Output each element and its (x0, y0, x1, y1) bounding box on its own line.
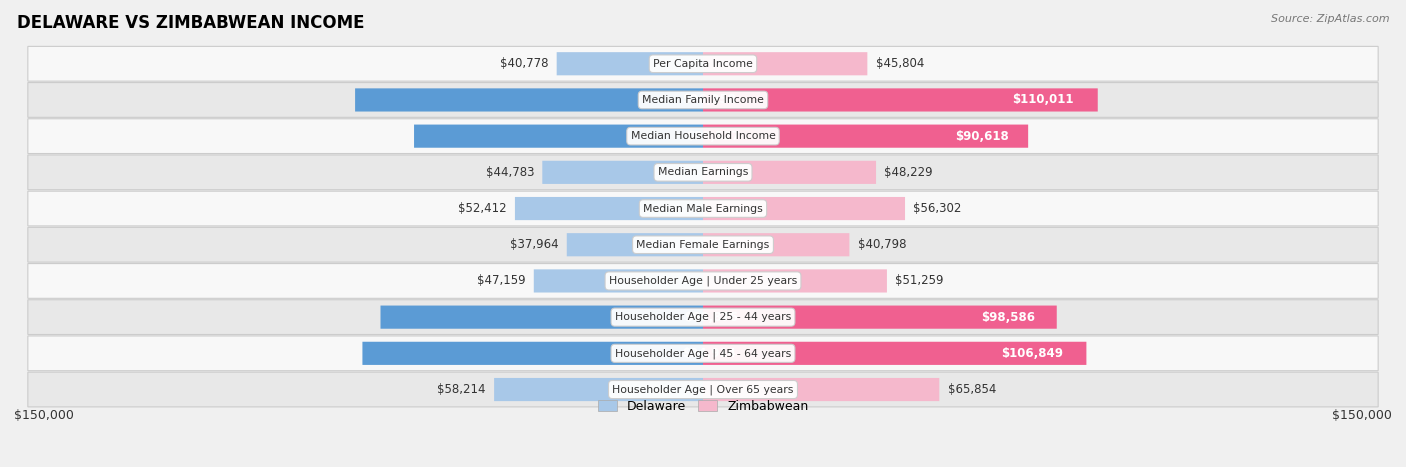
Legend: Delaware, Zimbabwean: Delaware, Zimbabwean (593, 395, 813, 418)
Text: $44,783: $44,783 (485, 166, 534, 179)
Text: $110,011: $110,011 (1012, 93, 1074, 106)
FancyBboxPatch shape (28, 155, 1378, 190)
Text: $65,854: $65,854 (948, 383, 995, 396)
FancyBboxPatch shape (703, 233, 849, 256)
Text: $48,229: $48,229 (884, 166, 934, 179)
Text: $37,964: $37,964 (510, 238, 558, 251)
Text: $150,000: $150,000 (14, 409, 75, 422)
FancyBboxPatch shape (28, 227, 1378, 262)
FancyBboxPatch shape (567, 233, 703, 256)
Text: Source: ZipAtlas.com: Source: ZipAtlas.com (1271, 14, 1389, 24)
FancyBboxPatch shape (557, 52, 703, 75)
Text: $51,259: $51,259 (896, 275, 943, 287)
FancyBboxPatch shape (356, 88, 703, 112)
Text: Median Male Earnings: Median Male Earnings (643, 204, 763, 213)
FancyBboxPatch shape (703, 161, 876, 184)
FancyBboxPatch shape (703, 197, 905, 220)
Text: Householder Age | Over 65 years: Householder Age | Over 65 years (612, 384, 794, 395)
FancyBboxPatch shape (515, 197, 703, 220)
FancyBboxPatch shape (703, 378, 939, 401)
Text: Per Capita Income: Per Capita Income (652, 59, 754, 69)
FancyBboxPatch shape (543, 161, 703, 184)
Text: $40,778: $40,778 (501, 57, 548, 70)
Text: $94,914: $94,914 (682, 347, 737, 360)
Text: Median Female Earnings: Median Female Earnings (637, 240, 769, 250)
Text: $98,586: $98,586 (981, 311, 1036, 324)
Text: $52,412: $52,412 (458, 202, 506, 215)
Text: $150,000: $150,000 (1331, 409, 1392, 422)
Text: $106,849: $106,849 (1001, 347, 1063, 360)
Text: $58,214: $58,214 (437, 383, 486, 396)
Text: Median Family Income: Median Family Income (643, 95, 763, 105)
FancyBboxPatch shape (28, 83, 1378, 117)
FancyBboxPatch shape (413, 125, 703, 148)
FancyBboxPatch shape (381, 305, 703, 329)
Text: $80,527: $80,527 (686, 130, 740, 142)
FancyBboxPatch shape (28, 46, 1378, 81)
Text: $56,302: $56,302 (914, 202, 962, 215)
FancyBboxPatch shape (703, 88, 1098, 112)
FancyBboxPatch shape (28, 300, 1378, 334)
FancyBboxPatch shape (703, 52, 868, 75)
Text: Householder Age | 45 - 64 years: Householder Age | 45 - 64 years (614, 348, 792, 359)
FancyBboxPatch shape (28, 191, 1378, 226)
Text: $96,958: $96,958 (682, 93, 737, 106)
Text: Median Household Income: Median Household Income (630, 131, 776, 141)
FancyBboxPatch shape (703, 305, 1057, 329)
FancyBboxPatch shape (363, 342, 703, 365)
FancyBboxPatch shape (28, 336, 1378, 371)
Text: $40,798: $40,798 (858, 238, 905, 251)
Text: $45,804: $45,804 (876, 57, 924, 70)
FancyBboxPatch shape (703, 269, 887, 292)
Text: Median Earnings: Median Earnings (658, 167, 748, 177)
FancyBboxPatch shape (534, 269, 703, 292)
FancyBboxPatch shape (703, 125, 1028, 148)
Text: $47,159: $47,159 (477, 275, 526, 287)
Text: Householder Age | Under 25 years: Householder Age | Under 25 years (609, 276, 797, 286)
Text: $90,618: $90,618 (955, 130, 1008, 142)
FancyBboxPatch shape (494, 378, 703, 401)
FancyBboxPatch shape (703, 342, 1087, 365)
Text: $89,876: $89,876 (683, 311, 738, 324)
Text: Householder Age | 25 - 44 years: Householder Age | 25 - 44 years (614, 312, 792, 322)
FancyBboxPatch shape (28, 263, 1378, 298)
Text: DELAWARE VS ZIMBABWEAN INCOME: DELAWARE VS ZIMBABWEAN INCOME (17, 14, 364, 32)
FancyBboxPatch shape (28, 119, 1378, 154)
FancyBboxPatch shape (28, 372, 1378, 407)
